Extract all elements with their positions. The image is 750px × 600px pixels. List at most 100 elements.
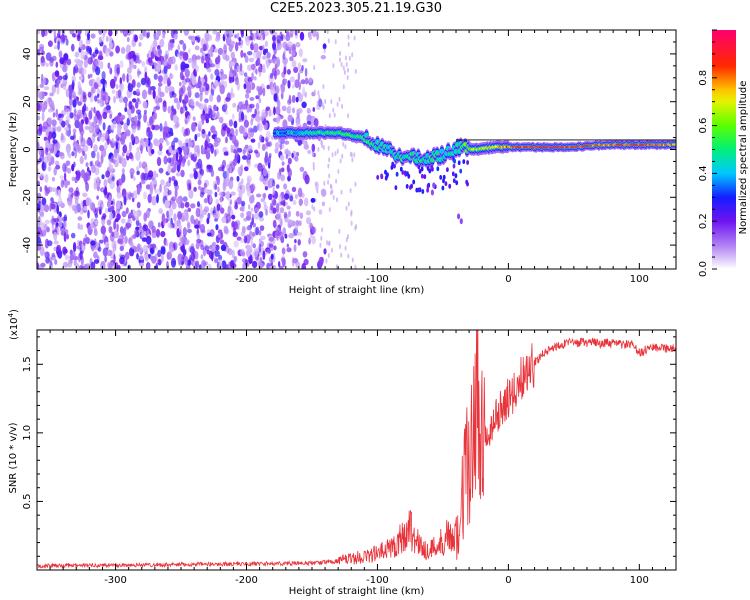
noise-cell [129,141,132,152]
noise-cell [298,48,303,58]
noise-cell [240,49,244,58]
noise-cell [340,189,343,195]
noise-cell [280,34,284,42]
noise-cell [327,253,330,258]
noise-cell [293,66,299,73]
noise-cell [38,264,44,269]
noise-cell [231,134,237,144]
noise-cell [299,212,304,219]
noise-cell [82,68,87,75]
noise-cell [158,208,164,215]
noise-cell [60,34,65,43]
noise-cell [258,211,264,218]
noise-cell [88,125,93,132]
noise-cell [151,195,157,206]
noise-cell [52,139,58,144]
noise-cell [83,205,88,211]
noise-cell [210,125,216,134]
spectrogram-cells [37,30,676,269]
noise-cell [307,149,312,155]
noise-cell [269,177,273,186]
noise-cell [126,36,130,43]
noise-cell [264,155,268,164]
noise-cell [304,197,309,207]
noise-cell [273,106,276,116]
noise-cell [109,212,114,221]
noise-cell [222,51,228,60]
noise-cell [179,39,184,45]
ridge-speckle [417,164,421,170]
noise-cell [239,125,245,134]
noise-cell [344,144,347,150]
noise-cell [257,141,261,149]
noise-cell [39,83,45,88]
noise-cell [275,106,281,115]
noise-cell [332,195,335,200]
noise-cell [274,93,279,103]
noise-cell [44,189,49,197]
noise-cell [97,99,100,104]
noise-cell [53,218,60,223]
noise-cell [180,61,186,71]
noise-cell [336,101,339,107]
noise-cell [247,159,252,168]
noise-cell [45,146,49,156]
noise-cell [152,39,158,48]
noise-cell [121,151,125,157]
noise-cell [151,46,156,54]
noise-cell [67,167,71,174]
noise-cell [94,160,101,167]
noise-cell [167,189,172,196]
noise-cell [328,241,330,246]
noise-cell [339,57,341,63]
noise-cell [201,115,205,125]
noise-cell [354,68,357,74]
noise-cell [110,142,115,149]
noise-cell [167,41,171,52]
noise-cell [209,195,212,204]
noise-cell [165,126,170,132]
noise-cell [246,175,252,183]
noise-cell [51,125,57,133]
plot-frame-snr [36,329,677,571]
noise-cell [246,187,251,197]
ridge-speckle [420,173,424,179]
noise-cell [141,61,146,67]
noise-cell [279,265,284,269]
noise-cell [350,211,353,217]
noise-cell [323,248,327,255]
noise-cell [136,97,140,103]
noise-cell [137,184,141,193]
noise-cell [54,160,60,166]
noise-cell [321,227,324,233]
x-tick-label: -200 [235,274,258,285]
noise-cell [118,95,124,103]
noise-cell [289,56,294,62]
noise-cell [216,176,220,186]
noise-cell [208,131,211,137]
noise-cell [165,187,169,198]
noise-cell [166,210,170,218]
noise-cell [94,49,99,55]
noise-cell [120,133,127,141]
noise-cell [338,228,341,234]
noise-cell [47,166,52,172]
noise-cell [102,122,106,131]
noise-cell [135,101,139,109]
noise-cell [104,207,108,214]
noise-cell [71,43,75,52]
noise-cell [243,235,248,244]
noise-cell [121,168,125,174]
noise-cell [327,163,330,169]
noise-cell [87,57,93,65]
noise-cell [318,209,323,215]
noise-cell [133,64,137,70]
noise-cell [85,182,89,192]
noise-cell [240,39,244,46]
noise-cell [147,263,150,269]
noise-cell [135,138,140,144]
noise-cell [41,91,45,99]
noise-cell [45,139,50,148]
noise-cell [143,30,147,37]
noise-cell [100,225,107,235]
